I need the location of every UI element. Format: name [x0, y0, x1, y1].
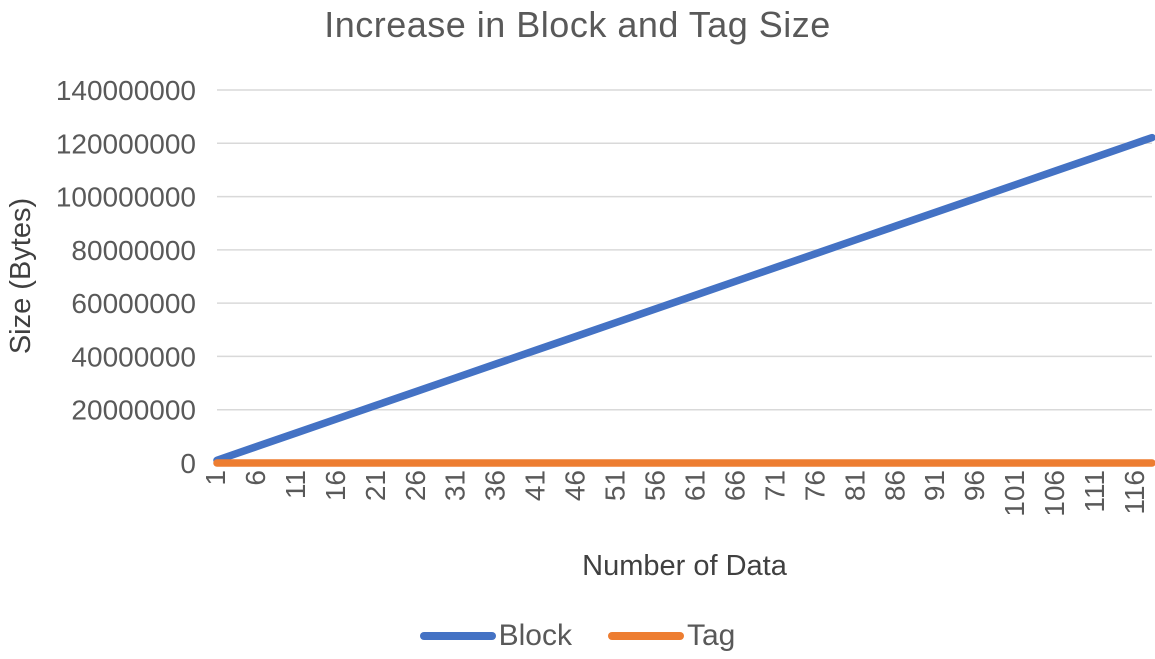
y-tick-label: 140000000 — [56, 75, 196, 106]
x-tick-label: 106 — [1039, 470, 1070, 517]
y-tick-label: 100000000 — [56, 182, 196, 213]
tag-legend-line-icon — [607, 632, 684, 640]
y-tick-label: 0 — [180, 448, 196, 479]
legend-item-block: Block — [419, 619, 572, 653]
y-tick-label: 60000000 — [71, 288, 196, 319]
series-block-line — [213, 133, 1155, 464]
x-tick-label: 21 — [360, 470, 391, 501]
legend-label-tag: Tag — [686, 619, 736, 652]
legend-item-tag: Tag — [607, 619, 736, 653]
x-tick-label: 41 — [520, 470, 551, 501]
x-tick-label: 101 — [999, 470, 1030, 517]
legend: Block Tag — [0, 619, 1155, 653]
x-tick-label: 81 — [839, 470, 870, 501]
y-tick-label: 80000000 — [71, 235, 196, 266]
x-axis-title: Number of Data — [582, 550, 787, 582]
legend-label-block: Block — [498, 619, 572, 652]
x-tick-label: 31 — [440, 470, 471, 501]
x-tick-label: 96 — [959, 470, 990, 501]
y-tick-label: 120000000 — [56, 128, 196, 159]
x-tick-label: 56 — [640, 470, 671, 501]
y-tick-label: 40000000 — [71, 341, 196, 372]
x-tick-label: 66 — [719, 470, 750, 501]
x-tick-label: 71 — [759, 470, 790, 501]
x-tick-label: 16 — [320, 470, 351, 501]
x-tick-label: 61 — [679, 470, 710, 501]
x-tick-label: 1 — [200, 470, 231, 486]
x-tick-label: 36 — [480, 470, 511, 501]
x-tick-label: 116 — [1119, 470, 1150, 515]
x-tick-label: 111 — [1079, 470, 1110, 513]
chart-title: Increase in Block and Tag Size — [324, 4, 831, 45]
x-tick-label: 46 — [560, 470, 591, 501]
y-tick-label: 20000000 — [71, 395, 196, 426]
x-tick-label: 6 — [240, 470, 271, 486]
x-tick-label: 91 — [919, 470, 950, 501]
block-legend-line-icon — [419, 632, 496, 640]
x-tick-label: 51 — [600, 470, 631, 501]
x-tick-label: 76 — [799, 470, 830, 501]
x-tick-label: 26 — [400, 470, 431, 501]
x-tick-label: 11 — [280, 470, 311, 499]
x-tick-label: 86 — [879, 470, 910, 501]
